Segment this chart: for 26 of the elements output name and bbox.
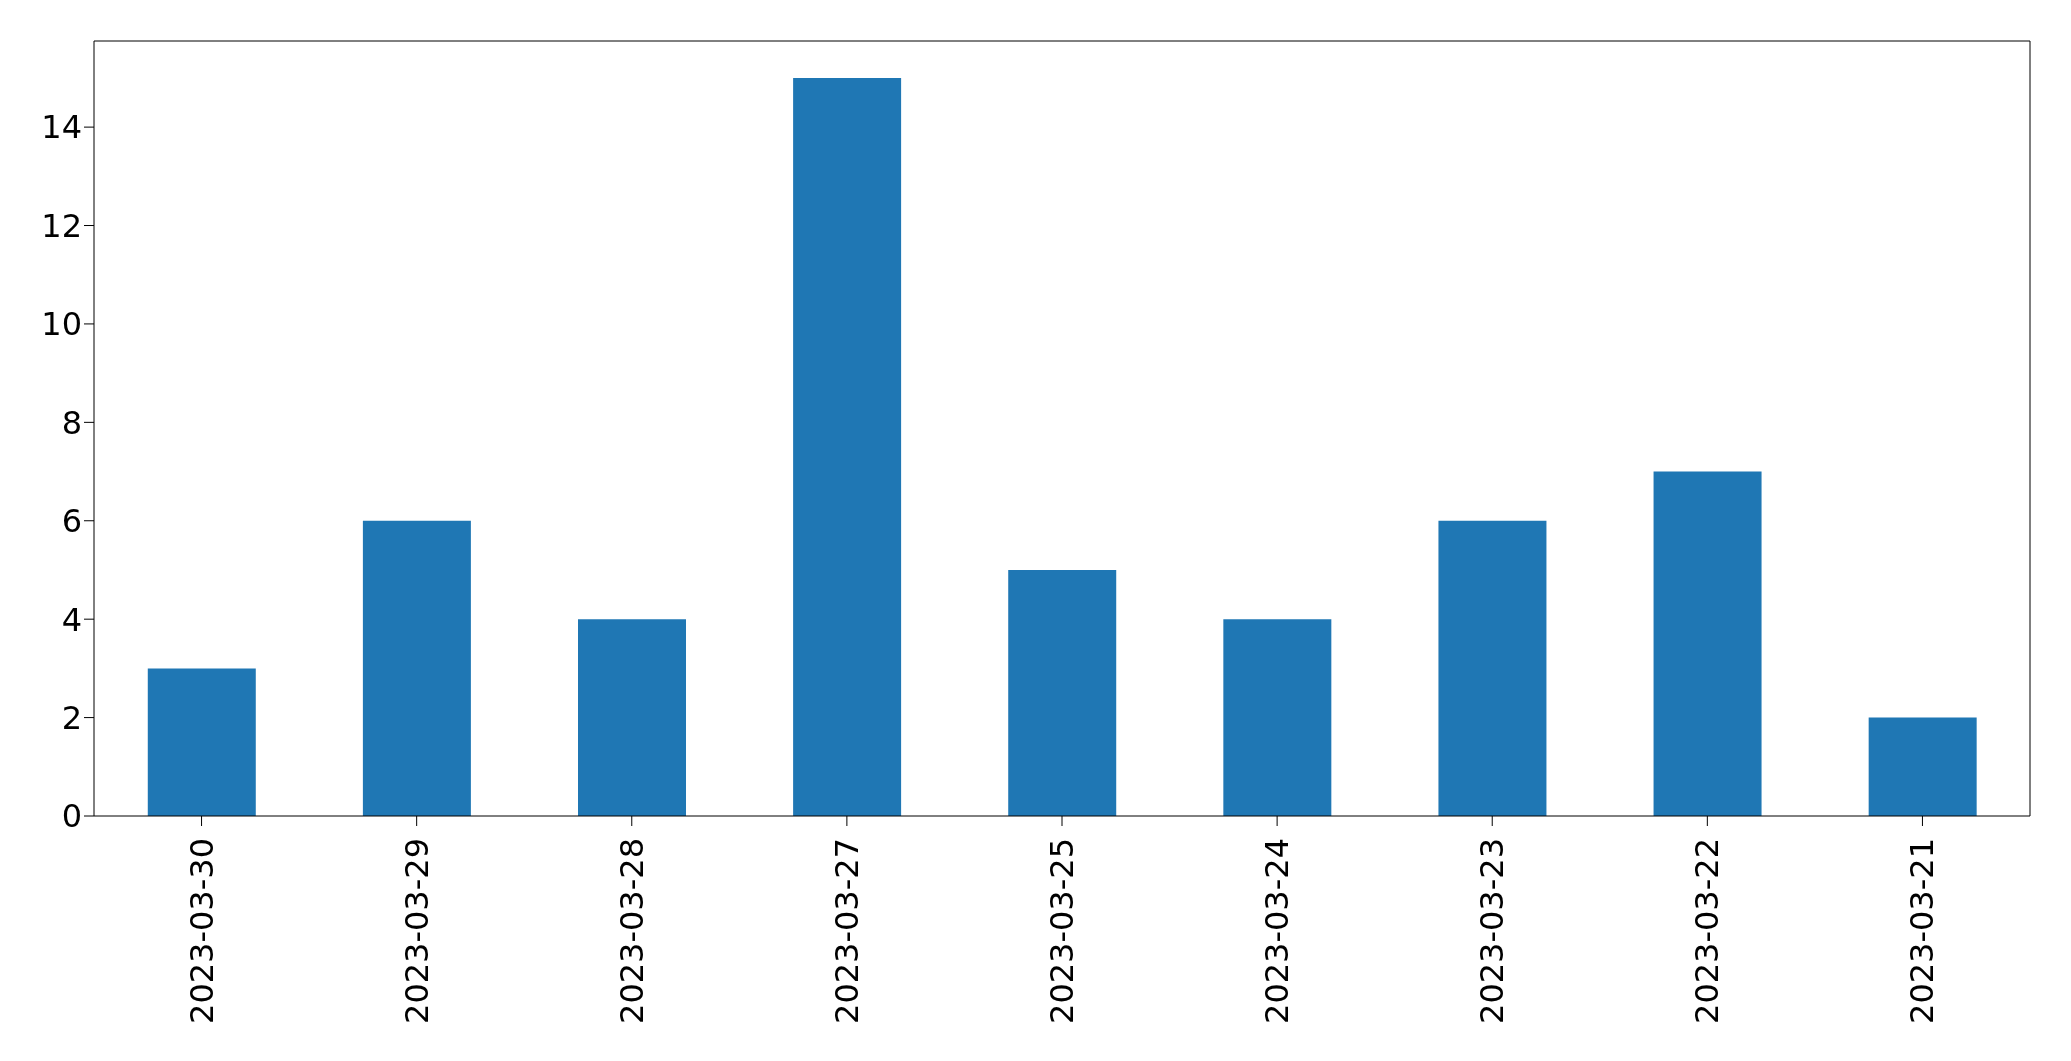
bar [147,668,256,816]
y-tick-label: 12 [41,206,82,245]
x-tick-label: 2023-03-27 [827,838,866,1024]
bar [578,619,686,816]
x-tick-label: 2023-03-21 [1903,838,1942,1024]
x-tick-label: 2023-03-23 [1473,838,1512,1024]
y-tick-label: 0 [61,797,82,836]
x-tick-label: 2023-03-24 [1258,838,1297,1024]
x-tick-label: 2023-03-30 [182,838,221,1024]
bar [1868,717,1977,816]
y-tick-label: 4 [61,600,82,639]
x-tick-label: 2023-03-28 [612,838,651,1024]
y-tick-label: 8 [61,403,82,442]
y-tick-label: 10 [41,305,82,344]
bar [1438,520,1547,816]
bar [793,77,902,816]
bar [1223,619,1332,816]
bar [1653,471,1762,816]
x-tick-label: 2023-03-29 [397,838,436,1024]
x-tick-label: 2023-03-22 [1688,838,1727,1024]
y-tick-label: 14 [41,108,82,147]
y-tick-label: 2 [61,698,82,737]
x-tick-label: 2023-03-25 [1043,838,1081,1024]
bar [362,520,471,816]
bar [1008,569,1117,816]
y-tick-label: 6 [61,502,82,541]
